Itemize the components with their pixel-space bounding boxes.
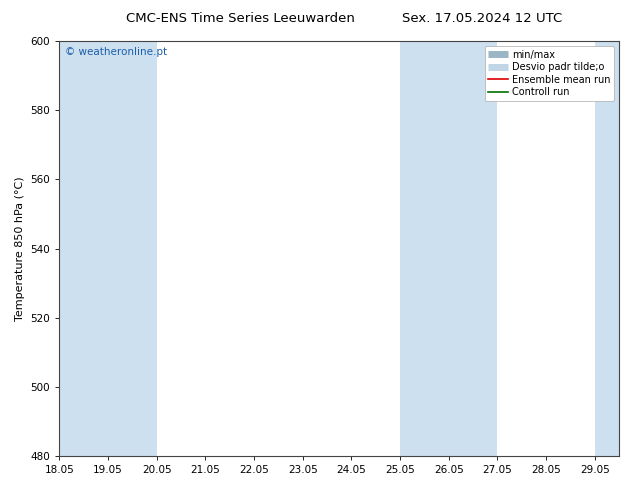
Bar <box>400 41 497 456</box>
Text: © weatheronline.pt: © weatheronline.pt <box>65 47 167 57</box>
Y-axis label: Temperature 850 hPa (°C): Temperature 850 hPa (°C) <box>15 176 25 321</box>
Bar <box>595 41 619 456</box>
Text: Sex. 17.05.2024 12 UTC: Sex. 17.05.2024 12 UTC <box>402 12 562 25</box>
Text: CMC-ENS Time Series Leeuwarden: CMC-ENS Time Series Leeuwarden <box>126 12 356 25</box>
Legend: min/max, Desvio padr tilde;o, Ensemble mean run, Controll run: min/max, Desvio padr tilde;o, Ensemble m… <box>484 46 614 101</box>
Bar <box>60 41 157 456</box>
